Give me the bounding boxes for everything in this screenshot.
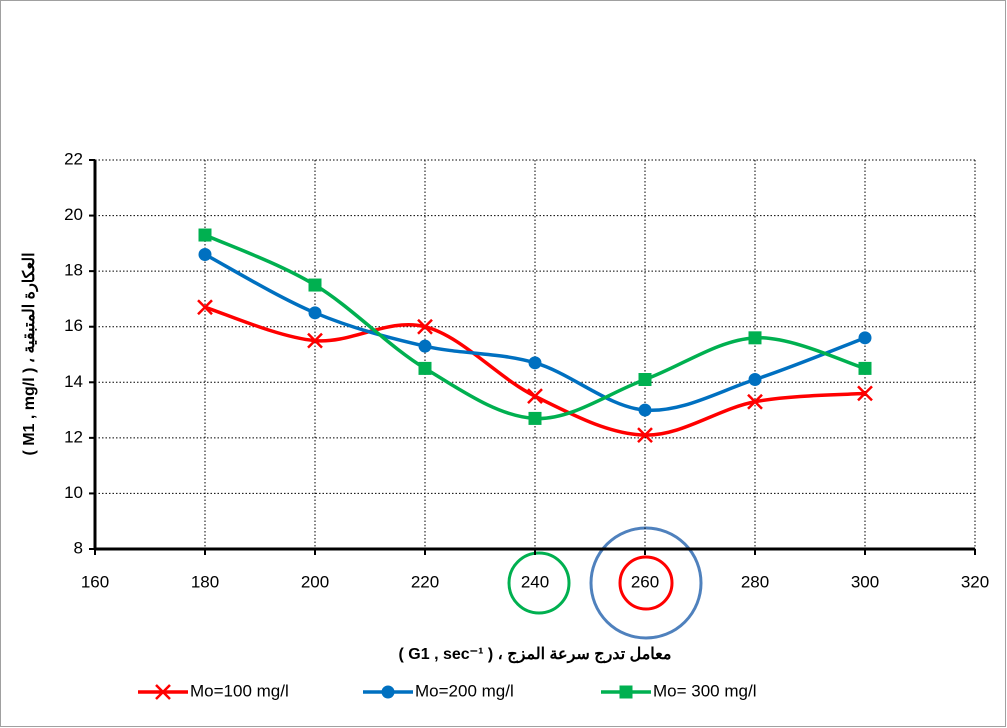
marker bbox=[747, 393, 763, 410]
highlight-circle bbox=[589, 526, 703, 640]
marker bbox=[857, 385, 873, 402]
highlight-circle bbox=[507, 551, 571, 615]
x-tick-label: 200 bbox=[301, 572, 329, 591]
legend-label: Mo=200 mg/l bbox=[415, 681, 514, 700]
y-tick-label: 8 bbox=[74, 538, 83, 557]
y-tick-label: 14 bbox=[64, 372, 83, 391]
marker bbox=[858, 361, 872, 375]
marker bbox=[155, 684, 171, 700]
legend-entry: Mo=100 mg/l bbox=[138, 681, 289, 700]
marker bbox=[381, 685, 395, 699]
marker bbox=[638, 373, 652, 387]
x-tick-label: 280 bbox=[741, 572, 769, 591]
marker bbox=[637, 427, 653, 443]
x-tick-label: 180 bbox=[191, 572, 219, 591]
x-tick-label: 260 bbox=[631, 572, 659, 591]
x-tick-label: 320 bbox=[961, 572, 989, 591]
x-tick-label: 240 bbox=[521, 572, 549, 591]
x-tick-label: 160 bbox=[81, 572, 109, 591]
x-tick-label: 220 bbox=[411, 572, 439, 591]
marker bbox=[858, 331, 872, 345]
legend-entry: Mo=200 mg/l bbox=[363, 681, 514, 700]
legend-label: Mo= 300 mg/l bbox=[653, 681, 756, 700]
legend-entry: Mo= 300 mg/l bbox=[601, 681, 756, 700]
marker bbox=[198, 247, 212, 261]
marker bbox=[308, 306, 322, 320]
marker bbox=[528, 356, 542, 370]
marker bbox=[528, 411, 542, 425]
marker bbox=[197, 299, 213, 316]
marker bbox=[748, 331, 762, 345]
marker bbox=[307, 332, 323, 349]
marker bbox=[748, 373, 762, 387]
y-tick-label: 12 bbox=[64, 427, 83, 446]
y-tick-label: 22 bbox=[64, 149, 83, 168]
y-tick-label: 16 bbox=[64, 316, 83, 335]
y-tick-label: 10 bbox=[64, 483, 83, 502]
x-tick-label: 300 bbox=[851, 572, 879, 591]
y-axis-label: العكارة المتبقية ، ( M1 , mg/l ) bbox=[21, 252, 39, 455]
y-tick-label: 18 bbox=[64, 261, 83, 280]
highlight-circle bbox=[618, 555, 674, 611]
marker bbox=[308, 278, 322, 292]
marker bbox=[638, 403, 652, 417]
legend-label: Mo=100 mg/l bbox=[190, 681, 289, 700]
marker bbox=[527, 388, 543, 405]
y-tick-label: 20 bbox=[64, 205, 83, 224]
marker bbox=[619, 685, 633, 699]
marker bbox=[418, 361, 432, 375]
marker bbox=[418, 339, 432, 353]
x-axis-label: معامل تدرج سرعة المزج ، ( G1 , sec⁻¹ ) bbox=[399, 646, 672, 664]
marker bbox=[198, 228, 212, 242]
marker bbox=[417, 318, 433, 335]
